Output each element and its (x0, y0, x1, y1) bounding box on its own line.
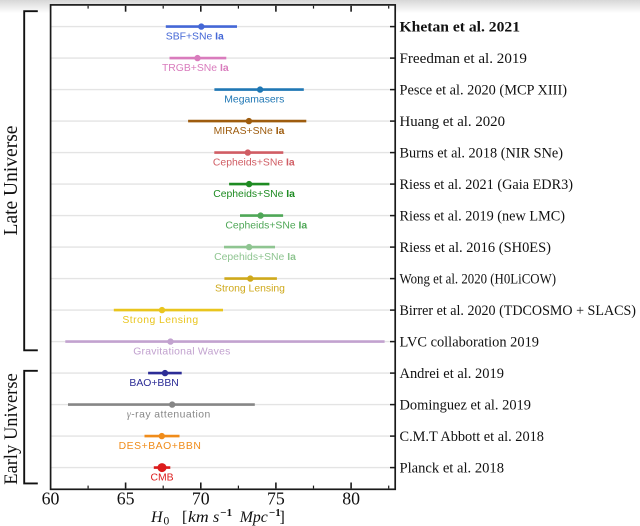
svg-text:Birrer et al. 2020 (TDCOSMO +: Birrer et al. 2020 (TDCOSMO + SLACS) (400, 303, 637, 319)
svg-text:C.M.T Abbott et al. 2018: C.M.T Abbott et al. 2018 (400, 429, 545, 445)
svg-text:Freedman et al. 2019: Freedman et al. 2019 (400, 51, 528, 67)
svg-text:Cepheids+SNe Ia: Cepheids+SNe Ia (225, 221, 307, 232)
svg-text:LVC collaboration 2019: LVC collaboration 2019 (400, 335, 540, 351)
svg-text:Dominguez et al. 2019: Dominguez et al. 2019 (400, 398, 532, 414)
svg-text:Andrei et al. 2019: Andrei et al. 2019 (400, 366, 505, 382)
svg-text:Riess et al. 2021 (Gaia EDR3): Riess et al. 2021 (Gaia EDR3) (400, 177, 574, 193)
svg-text:Riess et al. 2019 (new LMC): Riess et al. 2019 (new LMC) (400, 209, 566, 225)
svg-text:Strong Lensing: Strong Lensing (215, 284, 285, 295)
svg-text:80: 80 (342, 488, 360, 508)
svg-text:SBF+SNe Ia: SBF+SNe Ia (166, 32, 224, 43)
svg-text:Cepehids+SNe Ia: Cepehids+SNe Ia (214, 252, 296, 263)
svg-text:65: 65 (117, 488, 135, 508)
svg-text:CMB: CMB (150, 473, 173, 484)
svg-text:70: 70 (192, 488, 210, 508)
svg-text:Early Universe: Early Universe (2, 373, 22, 484)
svg-text:75: 75 (267, 488, 285, 508)
svg-text:Megamasers: Megamasers (224, 95, 284, 106)
svg-text:BAO+BBN: BAO+BBN (129, 378, 178, 389)
svg-text:Pesce et al. 2020 (MCP XIII): Pesce et al. 2020 (MCP XIII) (400, 83, 568, 99)
svg-text:Gravitational Waves: Gravitational Waves (133, 347, 230, 358)
svg-text:TRGB+SNe Ia: TRGB+SNe Ia (162, 63, 229, 74)
svg-text:Wong et al. 2020 (H0LiCOW): Wong et al. 2020 (H0LiCOW) (400, 272, 557, 288)
svg-text:Strong Lensing: Strong Lensing (122, 315, 198, 326)
svg-text:Huang et al. 2020: Huang et al. 2020 (400, 114, 506, 130)
svg-text:DES+BAO+BBN: DES+BAO+BBN (119, 441, 202, 452)
svg-text:Cepheids+SNe Ia: Cepheids+SNe Ia (213, 158, 295, 169)
svg-text:MIRAS+SNe Ia: MIRAS+SNe Ia (214, 126, 285, 137)
svg-text:Khetan et al. 2021: Khetan et al. 2021 (400, 20, 521, 36)
svg-text:Riess et al. 2016 (SH0ES): Riess et al. 2016 (SH0ES) (400, 240, 552, 256)
svg-text:60: 60 (42, 488, 60, 508)
svg-text:Late Universe: Late Universe (1, 126, 22, 236)
svg-text:γ-ray attenuation: γ-ray attenuation (127, 410, 211, 421)
svg-text:Cepheids+SNe Ia: Cepheids+SNe Ia (213, 189, 295, 200)
svg-text:Burns et al. 2018 (NIR SNe): Burns et al. 2018 (NIR SNe) (400, 146, 564, 162)
svg-text:Planck et al. 2018: Planck et al. 2018 (400, 461, 505, 477)
